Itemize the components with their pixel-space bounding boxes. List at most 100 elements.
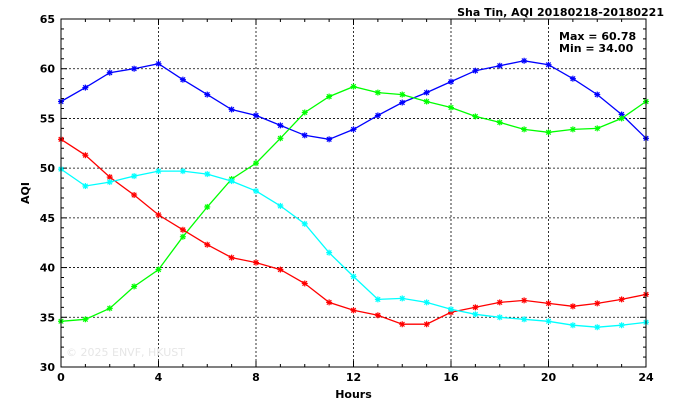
data-point <box>569 75 576 82</box>
x-axis-label: Hours <box>335 388 372 401</box>
data-point <box>594 324 601 331</box>
data-point <box>326 93 333 100</box>
y-tick-label: 50 <box>40 162 56 175</box>
data-point <box>594 91 601 98</box>
x-tick-label: 0 <box>57 371 65 384</box>
data-point <box>545 318 552 325</box>
x-tick-label: 12 <box>346 371 361 384</box>
data-point <box>326 249 333 256</box>
data-point <box>423 299 430 306</box>
data-point <box>448 78 454 85</box>
data-point <box>374 312 381 319</box>
data-point <box>82 183 89 190</box>
min-stat: Min = 34.00 <box>559 42 634 55</box>
data-point <box>179 226 186 233</box>
data-point <box>277 135 284 142</box>
data-point <box>350 273 357 280</box>
data-point <box>521 297 528 304</box>
data-point <box>179 168 186 175</box>
data-point <box>155 168 162 175</box>
data-point <box>253 160 259 167</box>
data-point <box>521 57 528 64</box>
data-point <box>545 61 552 68</box>
data-point <box>155 266 162 273</box>
data-point <box>545 129 552 136</box>
data-point <box>228 254 235 261</box>
data-point <box>106 305 113 312</box>
data-point <box>106 179 113 186</box>
data-point <box>253 188 259 195</box>
data-point <box>301 220 308 227</box>
data-point <box>179 76 186 83</box>
data-point <box>594 125 601 132</box>
data-point <box>618 115 625 122</box>
data-point <box>472 67 479 74</box>
data-point <box>569 322 576 329</box>
data-point <box>155 60 162 67</box>
x-tick-label: 24 <box>638 371 654 384</box>
grid-lines <box>61 19 646 367</box>
plot-frame <box>60 18 647 368</box>
chart-title: Sha Tin, AQI 20180218-20180221 <box>457 6 664 19</box>
data-point <box>179 233 186 240</box>
data-point <box>204 241 211 248</box>
y-tick-label: 60 <box>40 63 56 76</box>
y-tick-label: 30 <box>40 361 56 374</box>
x-tick-label: 4 <box>155 371 163 384</box>
data-point <box>350 83 357 90</box>
data-point <box>253 259 259 266</box>
data-point <box>277 122 284 129</box>
y-axis-label: AQI <box>19 182 32 204</box>
data-point <box>277 266 284 273</box>
x-tick-label: 20 <box>541 371 557 384</box>
data-point <box>496 62 503 69</box>
data-point <box>131 173 138 180</box>
data-point <box>423 98 430 105</box>
y-tick-label: 35 <box>40 311 55 324</box>
data-point <box>204 91 211 98</box>
data-point <box>618 296 625 303</box>
data-point <box>618 322 625 329</box>
data-point <box>448 104 454 111</box>
data-point <box>521 126 528 133</box>
data-point <box>131 191 138 198</box>
y-tick-label: 45 <box>40 212 55 225</box>
data-point <box>82 316 89 323</box>
data-point <box>521 316 528 323</box>
max-stat: Max = 60.78 <box>559 30 636 43</box>
data-point <box>82 152 89 159</box>
data-point <box>301 280 308 287</box>
data-point <box>423 321 430 328</box>
data-point <box>277 202 284 209</box>
data-point <box>326 136 333 143</box>
data-point <box>569 303 576 310</box>
data-point <box>228 178 235 185</box>
data-point <box>131 65 138 72</box>
series-lines <box>58 57 649 331</box>
data-point <box>204 171 211 178</box>
data-point <box>301 109 308 116</box>
data-point <box>545 300 552 307</box>
data-point <box>423 89 430 96</box>
tick-labels: 0 4 8 12 16 20 24 30 35 40 45 50 55 60 65 <box>40 13 654 384</box>
watermark: © 2025 ENVF, HKUST <box>66 346 185 359</box>
data-point <box>448 306 454 313</box>
data-point <box>374 112 381 119</box>
data-point <box>350 126 357 133</box>
data-point <box>496 299 503 306</box>
data-point <box>155 211 162 218</box>
data-point <box>253 112 259 119</box>
data-point <box>350 307 357 314</box>
data-point <box>326 299 333 306</box>
data-point <box>228 106 235 113</box>
data-point <box>131 283 138 290</box>
data-point <box>496 119 503 126</box>
x-tick-label: 16 <box>443 371 459 384</box>
data-point <box>594 300 601 307</box>
x-tick-label: 8 <box>252 371 260 384</box>
data-point <box>496 314 503 321</box>
data-point <box>204 203 211 210</box>
data-point <box>301 132 308 139</box>
data-point <box>106 69 113 76</box>
